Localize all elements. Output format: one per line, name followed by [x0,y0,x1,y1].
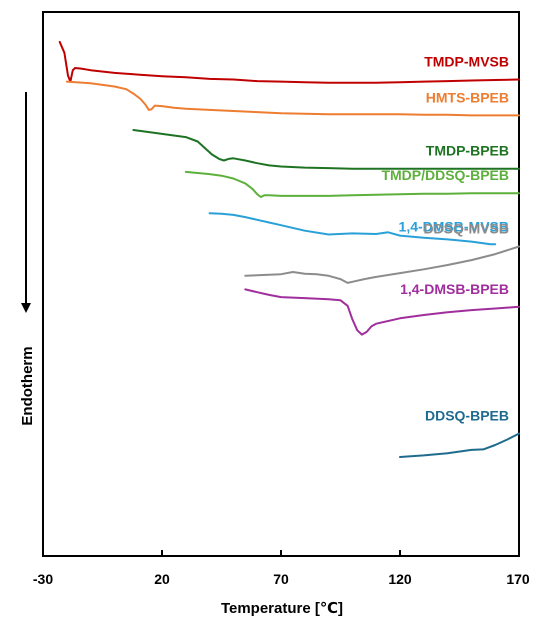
series-label: 1,4-DMSB-MVSB [399,218,509,234]
series-label: DDSQ-BPEB [425,408,509,424]
x-tick-label: -30 [33,571,53,587]
series-line [65,80,520,117]
series-label: HMTS-BPEB [426,89,509,105]
series-line [244,288,520,336]
series-label: DDSQ-MVSB [423,220,509,236]
x-tick-label: 20 [154,571,170,587]
x-tick-label: 120 [388,571,412,587]
series-line [58,40,520,84]
x-tick-label: 70 [273,571,289,587]
series-labels-layer: TMDP-MVSB HMTS-BPEB TMDP-BPEB TMDP/DDSQ-BPE… [381,53,509,423]
series-line [208,212,497,246]
series-line [132,129,520,170]
endotherm-arrow [21,92,31,313]
series-label: TMDP/DDSQ-BPEB [381,167,509,183]
x-tick-label: 170 [506,571,530,587]
series-line [399,432,520,458]
curves-layer [58,40,520,458]
series-line [244,245,520,284]
x-axis-title: Temperature [℃] [221,600,343,617]
y-axis-title: Endotherm [19,346,36,425]
series-label: 1,4-DMSB-BPEB [400,281,509,297]
series-line [184,170,520,198]
x-axis-ticks: -30 20 70 120 170 [33,550,530,587]
series-label: TMDP-MVSB [424,53,509,69]
series-label: TMDP-BPEB [426,143,509,159]
